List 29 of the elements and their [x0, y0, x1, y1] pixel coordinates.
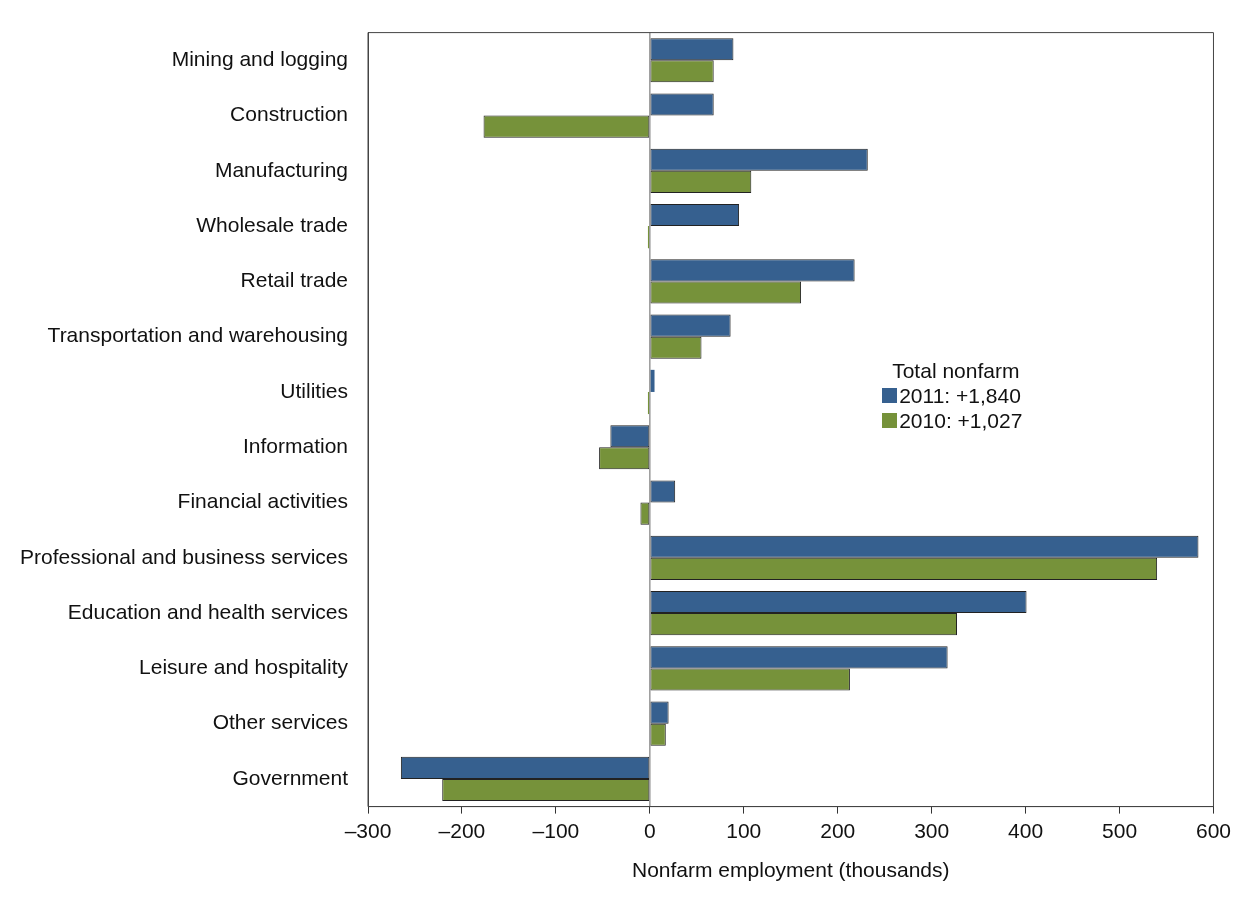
y-tick-label: Government: [232, 765, 349, 789]
x-tick-label: –200: [438, 819, 486, 842]
x-tick-label: 500: [1102, 819, 1138, 842]
x-axis-title: Nonfarm employment (thousands): [632, 858, 950, 882]
bar: [650, 369, 655, 392]
y-tick-label: Leisure and hospitality: [139, 655, 349, 679]
x-tick-label: –100: [532, 819, 580, 842]
y-tick-label: Information: [242, 434, 348, 458]
y-tick-label: Professional and business services: [19, 544, 348, 568]
x-tick-label: 600: [1195, 819, 1231, 842]
y-tick-label: Education and health services: [67, 599, 348, 623]
y-tick-label: Utilities: [280, 378, 348, 402]
y-tick-label: Retail trade: [240, 268, 348, 292]
legend-label: 2011: +1,840: [899, 382, 1021, 408]
y-tick-label: Wholesale trade: [196, 212, 348, 236]
x-tick-label: 400: [1008, 819, 1044, 842]
legend-label: 2010: +1,027: [899, 407, 1023, 433]
x-tick-label: 200: [820, 819, 856, 842]
x-tick-label: 100: [726, 819, 762, 842]
y-tick-label: Construction: [230, 102, 348, 126]
y-tick-label: Other services: [212, 710, 348, 734]
y-tick-label: Transportation and warehousing: [47, 323, 348, 347]
x-tick-label: 0: [643, 819, 656, 842]
x-tick-label: –300: [344, 819, 392, 842]
y-tick-label: Mining and logging: [171, 47, 348, 71]
y-tick-label: Manufacturing: [214, 157, 348, 181]
legend-title: Total nonfarm: [892, 357, 1021, 383]
y-tick-label: Financial activities: [177, 489, 348, 513]
x-tick-label: 300: [914, 819, 950, 842]
